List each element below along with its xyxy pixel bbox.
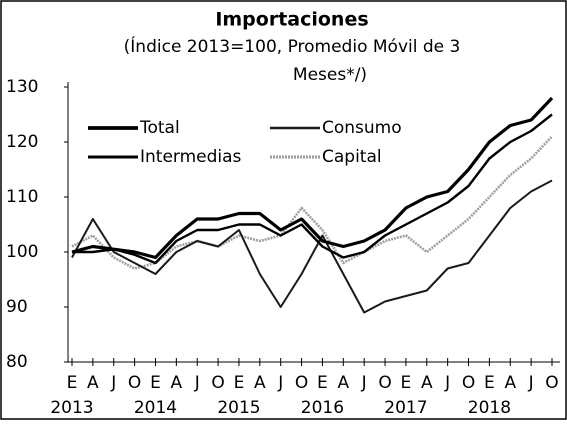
y-tick-label: 80	[6, 352, 28, 372]
x-tick-label: O	[545, 373, 558, 393]
x-tick-label: A	[421, 373, 433, 393]
chart-title: Importaciones	[215, 9, 368, 31]
x-tick-label: J	[528, 373, 534, 393]
x-tick-label: A	[337, 373, 349, 393]
legend-label: Consumo	[322, 118, 402, 138]
legend-label: Intermedias	[140, 147, 242, 167]
chart-subtitle: (Índice 2013=100, Promedio Móvil de 3	[124, 35, 461, 57]
y-tick-label: 130	[6, 77, 38, 97]
y-tick-label: 120	[6, 132, 38, 152]
x-tick-label: O	[295, 373, 308, 393]
series-line	[71, 179, 553, 314]
year-label: 2016	[301, 398, 344, 418]
x-tick-label: E	[150, 373, 161, 393]
x-tick-label: O	[128, 373, 141, 393]
x-tick-label: E	[317, 373, 328, 393]
x-tick-label: J	[444, 373, 450, 393]
x-tick-label: E	[67, 373, 78, 393]
series-line	[71, 135, 553, 270]
y-tick-label: 90	[6, 297, 28, 317]
chart-subtitle: Meses*/)	[293, 65, 367, 85]
x-tick-label: E	[234, 373, 245, 393]
x-tick-label: A	[87, 373, 99, 393]
x-tick-label: A	[504, 373, 516, 393]
series-line	[71, 96, 554, 260]
legend-label: Total	[139, 118, 180, 138]
year-label: 2013	[50, 398, 93, 418]
year-label: 2015	[217, 398, 260, 418]
year-label: 2017	[384, 398, 427, 418]
legend-label: Capital	[322, 147, 382, 167]
x-tick-label: J	[194, 373, 200, 393]
x-tick-label: O	[462, 373, 475, 393]
y-tick-label: 110	[6, 187, 38, 207]
y-tick-label: 100	[6, 242, 38, 262]
x-tick-label: O	[211, 373, 224, 393]
year-label: 2018	[468, 398, 511, 418]
year-label: 2014	[134, 398, 177, 418]
x-tick-label: A	[171, 373, 183, 393]
x-tick-label: J	[361, 373, 367, 393]
x-tick-label: E	[401, 373, 412, 393]
x-tick-label: J	[277, 373, 283, 393]
x-tick-label: O	[378, 373, 391, 393]
x-tick-label: J	[110, 373, 116, 393]
x-tick-label: E	[484, 373, 495, 393]
series-line	[72, 113, 553, 265]
x-tick-label: A	[254, 373, 266, 393]
